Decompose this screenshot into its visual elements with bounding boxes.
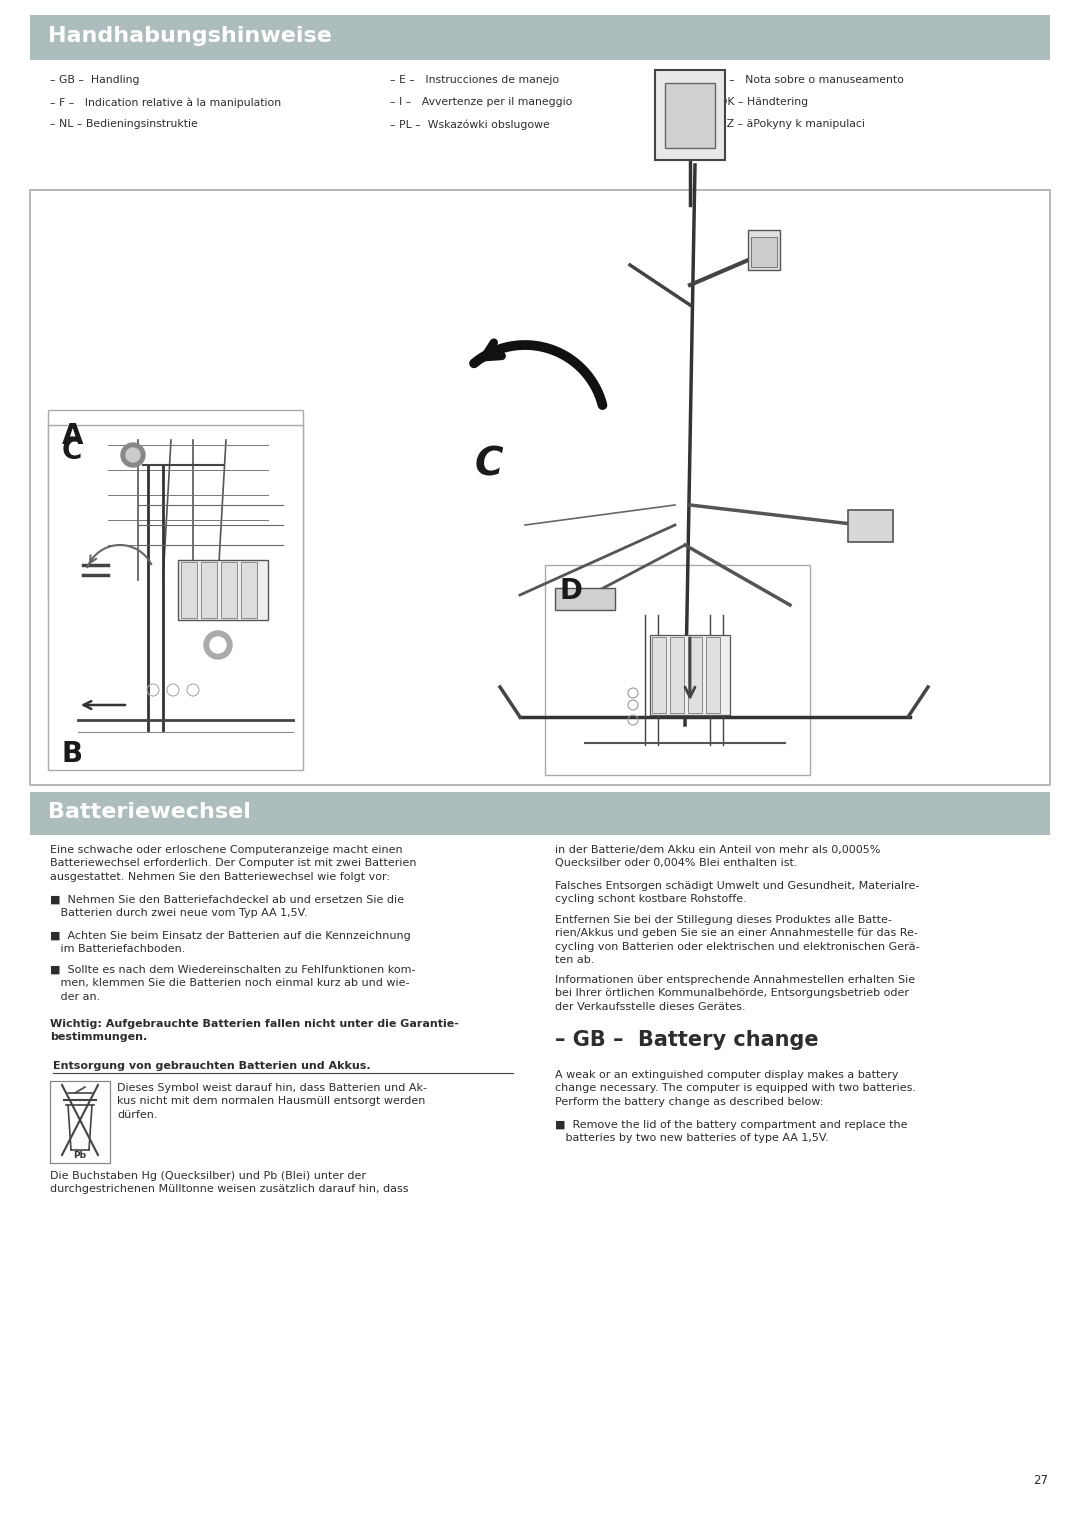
Bar <box>688 636 702 714</box>
Text: Die Buchstaben Hg (Quecksilber) und Pb (Blei) unter der
durchgestrichenen Müllto: Die Buchstaben Hg (Quecksilber) und Pb (… <box>50 1171 408 1194</box>
Bar <box>748 230 780 270</box>
Bar <box>650 635 730 715</box>
Text: D: D <box>559 577 582 604</box>
Text: – CZ – äPokyny k manipulaci: – CZ – äPokyny k manipulaci <box>710 120 865 129</box>
Text: Entsorgung von gebrauchten Batterien und Akkus.: Entsorgung von gebrauchten Batterien und… <box>53 1060 370 1071</box>
Bar <box>129 439 238 561</box>
Text: – P –   Nota sobre o manuseamento: – P – Nota sobre o manuseamento <box>710 76 904 85</box>
Bar <box>48 411 303 600</box>
Text: Batteriewechsel: Batteriewechsel <box>48 803 251 823</box>
Text: – I –   Avvertenze per il maneggio: – I – Avvertenze per il maneggio <box>390 97 572 108</box>
Text: – F –   Indication relative à la manipulation: – F – Indication relative à la manipulat… <box>50 97 281 108</box>
Bar <box>48 426 303 770</box>
Text: Wichtig: Aufgebrauchte Batterien fallen nicht unter die Garantie-
bestimmungen.: Wichtig: Aufgebrauchte Batterien fallen … <box>50 1020 459 1042</box>
Text: in der Batterie/dem Akku ein Anteil von mehr als 0,0005%
Quecksilber oder 0,004%: in der Batterie/dem Akku ein Anteil von … <box>555 845 880 868</box>
Text: – DK – Händtering: – DK – Händtering <box>710 97 808 108</box>
Circle shape <box>204 632 232 659</box>
Bar <box>201 562 217 618</box>
Bar <box>706 636 720 714</box>
Bar <box>654 70 725 161</box>
Text: C: C <box>62 436 82 465</box>
Bar <box>545 565 810 776</box>
Text: Eine schwache oder erloschene Computeranzeige macht einen
Batteriewechsel erford: Eine schwache oder erloschene Computeran… <box>50 845 417 882</box>
Text: Falsches Entsorgen schädigt Umwelt und Gesundheit, Materialre-
cycling schont ko: Falsches Entsorgen schädigt Umwelt und G… <box>555 882 919 904</box>
Bar <box>665 83 715 148</box>
Text: ■  Achten Sie beim Einsatz der Batterien auf die Kennzeichnung
   im Batteriefac: ■ Achten Sie beim Einsatz der Batterien … <box>50 932 410 954</box>
Text: B: B <box>62 739 83 768</box>
Bar <box>50 1082 110 1164</box>
Bar <box>652 636 666 714</box>
Bar <box>670 636 684 714</box>
Bar <box>241 562 257 618</box>
Text: Entfernen Sie bei der Stillegung dieses Produktes alle Batte-
rien/Akkus und geb: Entfernen Sie bei der Stillegung dieses … <box>555 915 920 965</box>
Bar <box>30 189 1050 785</box>
Bar <box>221 562 237 618</box>
Text: C: C <box>475 445 503 483</box>
Text: Dieses Symbol weist darauf hin, dass Batterien und Ak-
kus nicht mit dem normale: Dieses Symbol weist darauf hin, dass Bat… <box>117 1083 427 1120</box>
Bar <box>30 792 1050 835</box>
Text: A: A <box>62 423 83 450</box>
Text: Pb: Pb <box>73 1151 86 1160</box>
Text: ■  Sollte es nach dem Wiedereinschalten zu Fehlfunktionen kom-
   men, klemmen S: ■ Sollte es nach dem Wiedereinschalten z… <box>50 965 416 1001</box>
Bar <box>848 511 893 542</box>
Text: 27: 27 <box>1032 1474 1048 1488</box>
Text: – NL – Bedieningsinstruktie: – NL – Bedieningsinstruktie <box>50 120 198 129</box>
Text: ■  Remove the lid of the battery compartment and replace the
   batteries by two: ■ Remove the lid of the battery compartm… <box>555 1120 907 1144</box>
Bar <box>178 561 268 620</box>
Bar <box>181 562 197 618</box>
Text: A weak or an extinguished computer display makes a battery
change necessary. The: A weak or an extinguished computer displ… <box>555 1070 916 1107</box>
Text: – PL –  Wskazówki obslugowe: – PL – Wskazówki obslugowe <box>390 120 550 129</box>
Text: Informationen über entsprechende Annahmestellen erhalten Sie
bei Ihrer örtlichen: Informationen über entsprechende Annahme… <box>555 976 915 1012</box>
Text: – GB –  Handling: – GB – Handling <box>50 76 139 85</box>
Circle shape <box>126 448 140 462</box>
Text: ■  Nehmen Sie den Batteriefachdeckel ab und ersetzen Sie die
   Batterien durch : ■ Nehmen Sie den Batteriefachdeckel ab u… <box>50 895 404 918</box>
Text: – GB –  Battery change: – GB – Battery change <box>555 1030 819 1050</box>
Bar <box>555 588 615 611</box>
Circle shape <box>210 636 226 653</box>
Text: Handhabungshinweise: Handhabungshinweise <box>48 26 332 47</box>
Text: – E –   Instrucciones de manejo: – E – Instrucciones de manejo <box>390 76 559 85</box>
Bar <box>751 236 777 267</box>
Bar <box>30 15 1050 61</box>
Circle shape <box>121 442 145 467</box>
